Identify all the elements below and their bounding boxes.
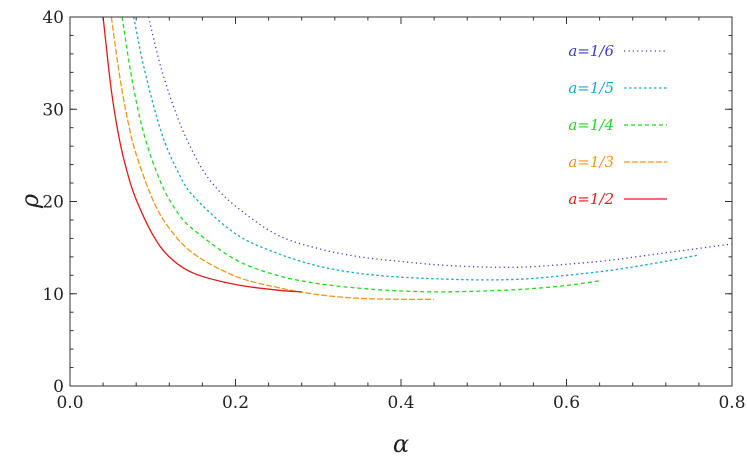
legend-label-2: a=1/4	[568, 116, 614, 134]
legend-label-4: a=1/2	[568, 190, 614, 208]
y-tick-label: 0	[53, 377, 64, 397]
legend-label-0: a=1/6	[568, 42, 614, 60]
legend-label-3: a=1/3	[568, 153, 614, 171]
y-tick-label: 30	[42, 100, 64, 120]
axis-ticks: 0.0 0.2 0.4 0.6 0.8 0 10 20 30 40	[42, 8, 745, 413]
y-tick-label: 20	[42, 193, 64, 213]
plot-frame	[69, 16, 733, 387]
x-tick-label: 0.4	[387, 393, 414, 413]
legend-label-1: a=1/5	[568, 79, 614, 97]
x-axis-label: α	[393, 430, 409, 458]
series-line-2	[121, 17, 600, 293]
x-tick-label: 0.0	[56, 393, 83, 413]
y-tick-label: 10	[42, 285, 64, 305]
series-layer	[102, 17, 732, 301]
series-line-1	[133, 17, 700, 281]
x-tick-label: 0.2	[222, 393, 249, 413]
x-tick-label: 0.6	[553, 393, 580, 413]
y-axis-label: ρ	[16, 194, 44, 209]
x-tick-label: 0.8	[718, 393, 745, 413]
series-line-0	[147, 17, 732, 268]
y-tick-label: 40	[42, 8, 64, 28]
plot-border	[69, 16, 733, 387]
series-line-3	[110, 17, 435, 301]
series-line-4	[102, 17, 302, 293]
legend: a=1/6 a=1/5 a=1/4 a=1/3 a=1/2	[568, 42, 667, 208]
